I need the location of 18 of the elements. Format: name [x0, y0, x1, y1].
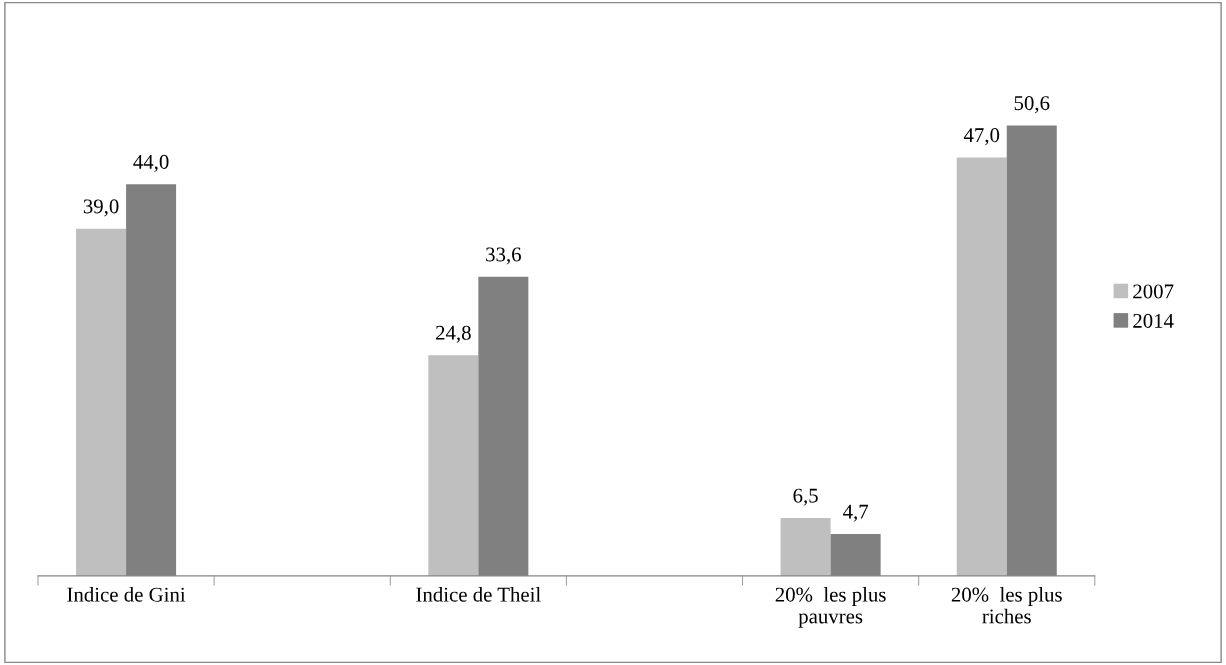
legend-label: 2007 — [1133, 284, 1174, 299]
data-label: 44,0 — [133, 154, 169, 172]
data-label: 39,0 — [83, 199, 119, 217]
bar — [956, 157, 1007, 576]
data-label: 24,8 — [436, 325, 471, 343]
data-label: 6,5 — [793, 488, 818, 506]
data-label: 50,6 — [1014, 96, 1050, 114]
bar — [76, 228, 127, 576]
data-label: 47,0 — [963, 128, 1000, 146]
data-label: 33,6 — [486, 247, 521, 265]
x-tick-label: 20% les plus riches — [951, 587, 1062, 624]
bar — [780, 518, 831, 576]
data-label: 4,7 — [843, 504, 869, 522]
legend-label: 2014 — [1133, 313, 1174, 328]
x-tick-label: Indice de Theil — [416, 587, 541, 602]
bar — [428, 355, 479, 576]
x-tick-label: Indice de Gini — [67, 587, 186, 602]
x-tick-label: 20% les plus pauvres — [775, 587, 886, 628]
